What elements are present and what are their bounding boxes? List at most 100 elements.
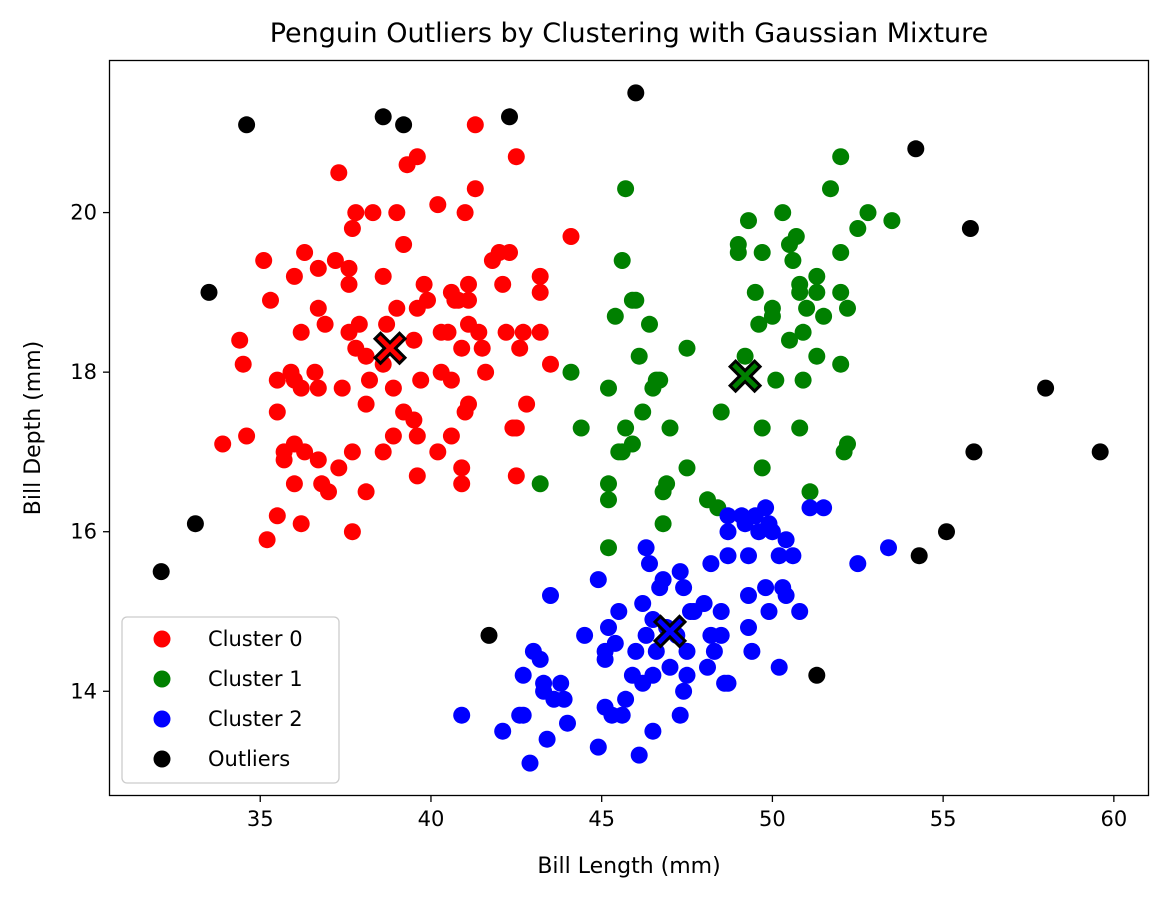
x-tick-label: 35 [247, 807, 274, 831]
cluster-1-point [784, 252, 802, 269]
legend-label: Cluster 1 [208, 667, 303, 691]
cluster-1-point [562, 363, 580, 381]
cluster-1-point [767, 371, 785, 389]
cluster-0-point [507, 148, 525, 166]
cluster-0-point [364, 204, 382, 222]
cluster-2-point [699, 658, 716, 676]
cluster-0-point [562, 228, 580, 245]
cluster-2-point [634, 595, 652, 612]
cluster-0-point [309, 379, 327, 397]
cluster-2-point [770, 547, 788, 565]
cluster-0-point [343, 443, 361, 461]
cluster-0-point [384, 379, 402, 397]
cluster-0-point [309, 451, 327, 469]
cluster-1-point [600, 539, 617, 557]
cluster-2-point [576, 626, 594, 644]
outliers-point [1037, 379, 1055, 397]
outliers-point [480, 626, 498, 644]
cluster-1-point [794, 371, 812, 389]
cluster-0-point [453, 475, 471, 493]
y-tick-label: 18 [70, 360, 97, 384]
y-axis-ticks: 14 16 18 20 [70, 201, 110, 703]
legend-label: Cluster 2 [208, 707, 303, 731]
x-tick-label: 55 [930, 807, 957, 831]
cluster-0-point [388, 299, 406, 317]
cluster-0-point [333, 379, 351, 397]
cluster-2-point [627, 642, 645, 660]
cluster-2-point [705, 642, 723, 660]
cluster-1-point [808, 347, 826, 365]
legend-marker [153, 630, 171, 648]
cluster-0-point [262, 291, 279, 309]
cluster-0-point [238, 427, 256, 445]
cluster-1-point [736, 347, 754, 365]
cluster-0-point [330, 164, 348, 182]
legend: Cluster 0 Cluster 1 Cluster 2 Outliers [121, 616, 340, 784]
centroids-layer [372, 331, 763, 649]
cluster-2-point [613, 706, 631, 724]
cluster-2-point [531, 650, 549, 668]
cluster-1-point [658, 475, 676, 493]
cluster-0-point [531, 283, 549, 301]
cluster-2-point [791, 603, 809, 620]
cluster-2-point [675, 579, 693, 597]
cluster-1-point [634, 403, 652, 421]
cluster-1-point [613, 252, 631, 269]
x-tick-label: 60 [1100, 807, 1127, 831]
cluster-0-point [388, 204, 406, 222]
cluster-2-point [740, 547, 757, 565]
cluster-2-point [600, 619, 617, 636]
cluster-2-point [637, 539, 655, 557]
cluster-0-point [466, 180, 484, 198]
cluster-0-point [285, 267, 303, 285]
cluster-2-point [542, 587, 559, 604]
cluster-2-point [682, 603, 699, 620]
cluster-1-point [835, 443, 853, 461]
cluster-0-point [309, 259, 327, 277]
cluster-2-point [514, 706, 532, 724]
cluster-0-point [275, 451, 293, 469]
cluster-0-point [340, 259, 358, 277]
cluster-1-point [661, 419, 679, 437]
cluster-0-point [497, 323, 515, 341]
cluster-1-point [794, 323, 812, 341]
cluster-0-point [231, 331, 249, 349]
cluster-0-point [504, 419, 522, 437]
cluster-2-point [641, 555, 658, 573]
x-axis-ticks: 35 40 45 50 55 60 [247, 795, 1127, 831]
cluster-1-point [839, 299, 856, 317]
legend-label: Cluster 0 [208, 627, 303, 651]
legend-marker [153, 750, 171, 768]
cluster-1-point [600, 491, 617, 509]
cluster-0-point [460, 315, 477, 333]
cluster-0-point [309, 299, 327, 317]
cluster-0-point [378, 315, 396, 333]
cluster-0-point [361, 371, 378, 389]
cluster-2-point [671, 563, 689, 581]
cluster-2-point [750, 523, 768, 541]
cluster-0-point [453, 459, 471, 477]
cluster-1-point [617, 419, 635, 437]
centroid-marker-2 [652, 614, 688, 649]
cluster-1-point [746, 283, 764, 301]
cluster-1-point [729, 244, 747, 261]
cluster-2-point [644, 722, 662, 740]
cluster-2-point [661, 658, 679, 676]
cluster-1-point [883, 212, 901, 230]
cluster-1-point [712, 403, 730, 421]
cluster-0-point [514, 323, 532, 341]
cluster-0-point [292, 323, 310, 341]
cluster-2-point [555, 690, 573, 708]
cluster-1-point [678, 459, 696, 477]
cluster-0-point [316, 315, 334, 333]
cluster-0-point [296, 244, 314, 261]
cluster-1-point [753, 419, 771, 437]
outliers-point [186, 515, 204, 533]
cluster-0-point [268, 507, 286, 525]
outliers-point [501, 108, 518, 126]
cluster-0-point [429, 196, 447, 214]
cluster-0-point [320, 483, 337, 501]
cluster-1-point [801, 483, 819, 501]
cluster-2-point [702, 626, 720, 644]
cluster-2-point [651, 579, 669, 597]
